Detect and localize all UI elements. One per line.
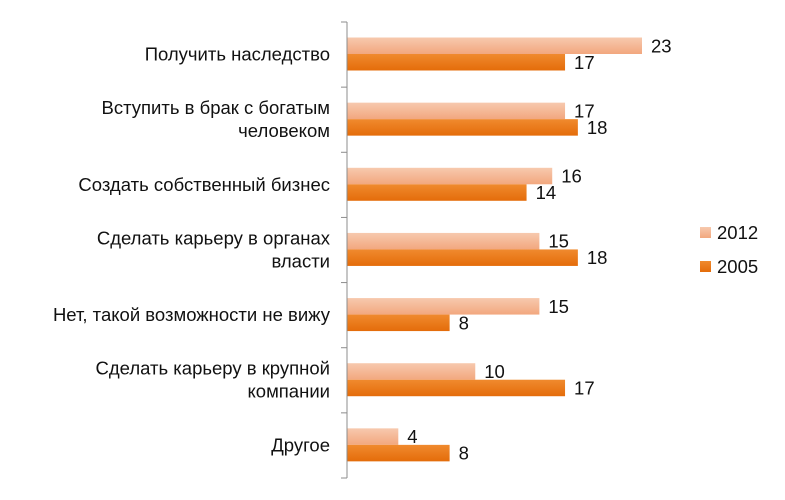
category-label-6: Другое [271, 434, 330, 455]
legend: 2012 2005 [700, 222, 758, 277]
data-label-2005-6: 8 [459, 443, 469, 464]
data-label-2012-0: 23 [651, 35, 672, 56]
legend-swatch-2012 [700, 227, 711, 238]
data-label-2012-6: 4 [407, 426, 417, 447]
bar-2005-1 [347, 119, 578, 136]
category-label-2: Создать собственный бизнес [78, 174, 330, 195]
data-label-2012-4: 15 [548, 296, 569, 317]
bar-2005-6 [347, 444, 450, 462]
bar-2012-5 [347, 363, 476, 380]
bars-layer [347, 37, 642, 462]
category-label-3: Сделать карьеру в органах власти [97, 227, 331, 271]
bar-2012-4 [347, 298, 540, 315]
data-label-2012-3: 15 [548, 231, 569, 252]
bar-2005-5 [347, 379, 566, 397]
data-label-2005-2: 14 [536, 182, 557, 203]
category-label-1: Вступить в брак с богатым человеком [102, 97, 331, 141]
bar-2012-6 [347, 428, 399, 445]
data-label-2005-5: 17 [574, 377, 595, 398]
legend-swatch-2005 [700, 261, 711, 272]
data-label-2012-1: 17 [574, 100, 595, 121]
bar-2005-4 [347, 314, 450, 332]
value-axis [341, 21, 348, 479]
data-label-2005-4: 8 [459, 312, 469, 333]
data-label-2005-0: 17 [574, 52, 595, 73]
legend-label-2005: 2005 [717, 256, 758, 277]
bar-2012-3 [347, 232, 540, 250]
category-labels: Получить наследство Вступить в брак с бог… [53, 44, 331, 456]
data-label-2012-5: 10 [484, 361, 505, 382]
bar-2005-0 [347, 54, 566, 71]
category-label-5: Сделать карьеру в крупной компании [96, 358, 330, 402]
bar-2005-2 [347, 184, 527, 201]
data-label-2005-3: 18 [587, 247, 608, 268]
bar-2012-2 [347, 167, 553, 185]
bar-2012-1 [347, 102, 566, 120]
data-label-2005-1: 18 [587, 117, 608, 138]
bar-2012-0 [347, 37, 642, 54]
data-label-2012-2: 16 [561, 166, 582, 187]
category-label-4: Нет, такой возможности не вижу [53, 304, 331, 325]
legend-label-2012: 2012 [717, 222, 758, 243]
category-label-0: Получить наследство [145, 44, 330, 65]
bar-2005-3 [347, 249, 578, 266]
